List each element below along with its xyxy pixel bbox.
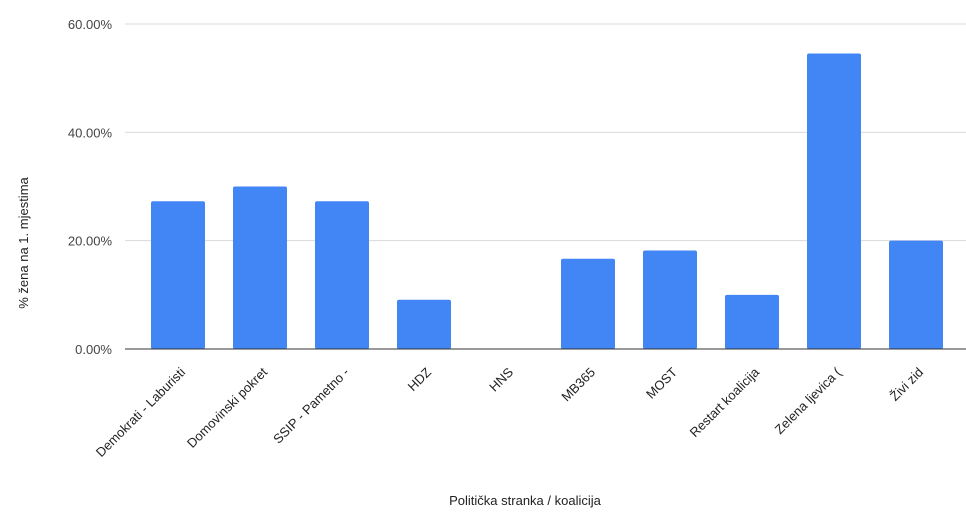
x-tick-label: Demokrati - Laburisti — [93, 364, 188, 459]
x-tick-label: HDZ — [405, 364, 435, 394]
bar — [561, 258, 615, 349]
bars — [151, 53, 943, 349]
x-tick-label: MOST — [643, 364, 680, 401]
y-tick-label: 20.00% — [68, 234, 113, 249]
y-axis-title: % žena na 1. mjestima — [16, 176, 31, 308]
bar — [233, 186, 287, 349]
bar — [397, 299, 451, 349]
x-axis-title: Politička stranka / koalicija — [449, 493, 601, 508]
y-axis-ticks: 0.00% 20.00% 40.00% 60.00% — [68, 17, 113, 357]
y-tick-label: 60.00% — [68, 17, 113, 32]
y-tick-label: 40.00% — [68, 125, 113, 140]
x-tick-label: Živi zid — [887, 365, 926, 404]
x-tick-label: SSIP - Pametno - — [270, 365, 352, 447]
bar — [889, 240, 943, 349]
x-tick-label: Restart koalicija — [687, 364, 763, 440]
x-tick-label: Domovinski pokret — [184, 364, 270, 450]
y-tick-label: 0.00% — [75, 342, 112, 357]
bar — [643, 250, 697, 349]
bar — [315, 201, 369, 349]
x-tick-label: MB365 — [558, 365, 598, 405]
x-tick-label: Zelena ljevica ( — [772, 364, 845, 437]
x-tick-label: HNS — [486, 364, 516, 394]
bar — [725, 294, 779, 349]
bar — [807, 53, 861, 349]
bar — [151, 201, 205, 349]
